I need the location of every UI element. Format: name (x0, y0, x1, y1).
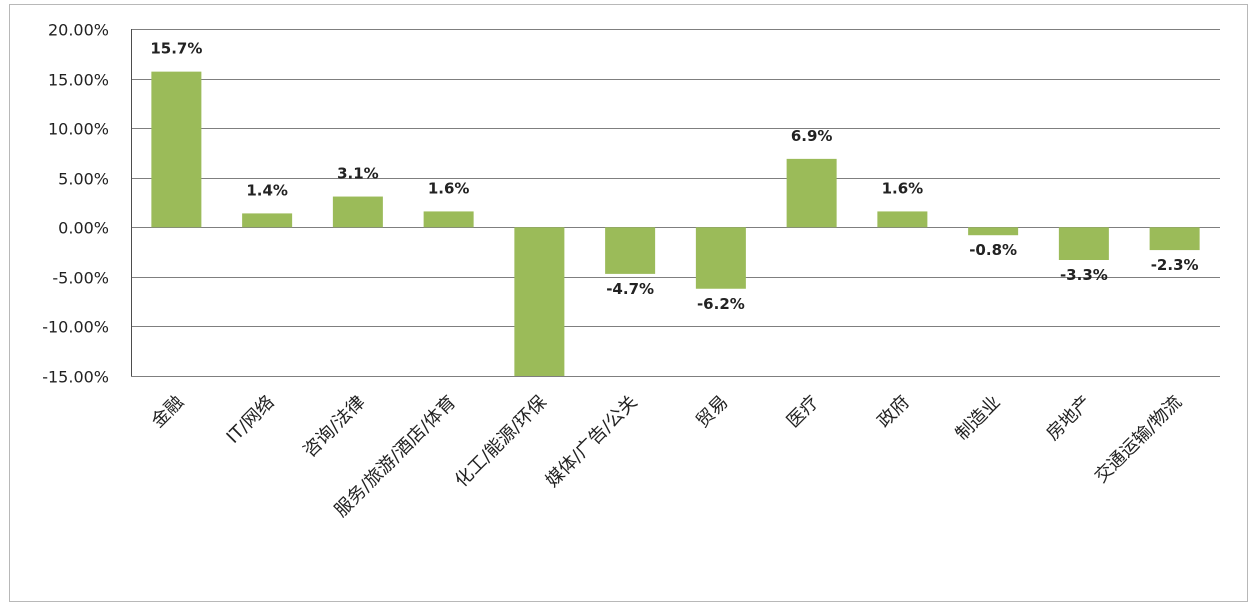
data-label: -4.7% (606, 280, 654, 298)
data-label: -0.8% (969, 241, 1017, 259)
bar (877, 211, 928, 228)
data-label: -6.2% (697, 295, 745, 313)
data-label: -3.3% (1060, 266, 1108, 284)
bar (423, 211, 474, 228)
bar (695, 227, 746, 289)
category-label: 房地产 (1042, 392, 1095, 445)
category-label: 政府 (874, 392, 914, 432)
category-label: 咨询/法律 (299, 392, 369, 462)
bar (332, 196, 383, 228)
y-tick-label: -15.00% (42, 368, 109, 387)
category-label: IT/网络 (223, 392, 279, 448)
category-label: 医疗 (783, 392, 823, 432)
y-tick-label: -10.00% (42, 318, 109, 337)
y-tick-label: 15.00% (48, 71, 109, 90)
y-tick-label: 20.00% (48, 21, 109, 40)
bar (605, 227, 656, 274)
data-label: 1.6% (428, 179, 470, 197)
category-label: 贸易 (692, 392, 732, 432)
data-label: 1.6% (882, 179, 924, 197)
category-label: 制造业 (952, 392, 1005, 445)
data-label: 15.7% (150, 40, 202, 58)
bar (242, 213, 293, 228)
data-label: -2.3% (1151, 256, 1199, 274)
bar (151, 71, 202, 228)
bar (1058, 227, 1109, 261)
data-label: 3.1% (337, 165, 379, 183)
category-label: 媒体/广告/公关 (542, 392, 642, 492)
y-tick-label: 10.00% (48, 120, 109, 139)
bar (514, 227, 565, 376)
y-tick-label: 0.00% (58, 219, 109, 238)
bar (968, 227, 1019, 236)
y-tick-label: 5.00% (58, 170, 109, 189)
data-label: 1.4% (246, 181, 288, 199)
bar (1149, 227, 1200, 251)
chart-frame (9, 4, 1248, 602)
data-label: 6.9% (791, 127, 833, 145)
category-label: 金融 (148, 392, 188, 432)
category-label: 化工/能源/环保 (451, 392, 551, 492)
y-tick-label: -5.00% (52, 269, 109, 288)
category-label: 交通运输/物流 (1091, 392, 1187, 488)
bar (786, 158, 837, 228)
